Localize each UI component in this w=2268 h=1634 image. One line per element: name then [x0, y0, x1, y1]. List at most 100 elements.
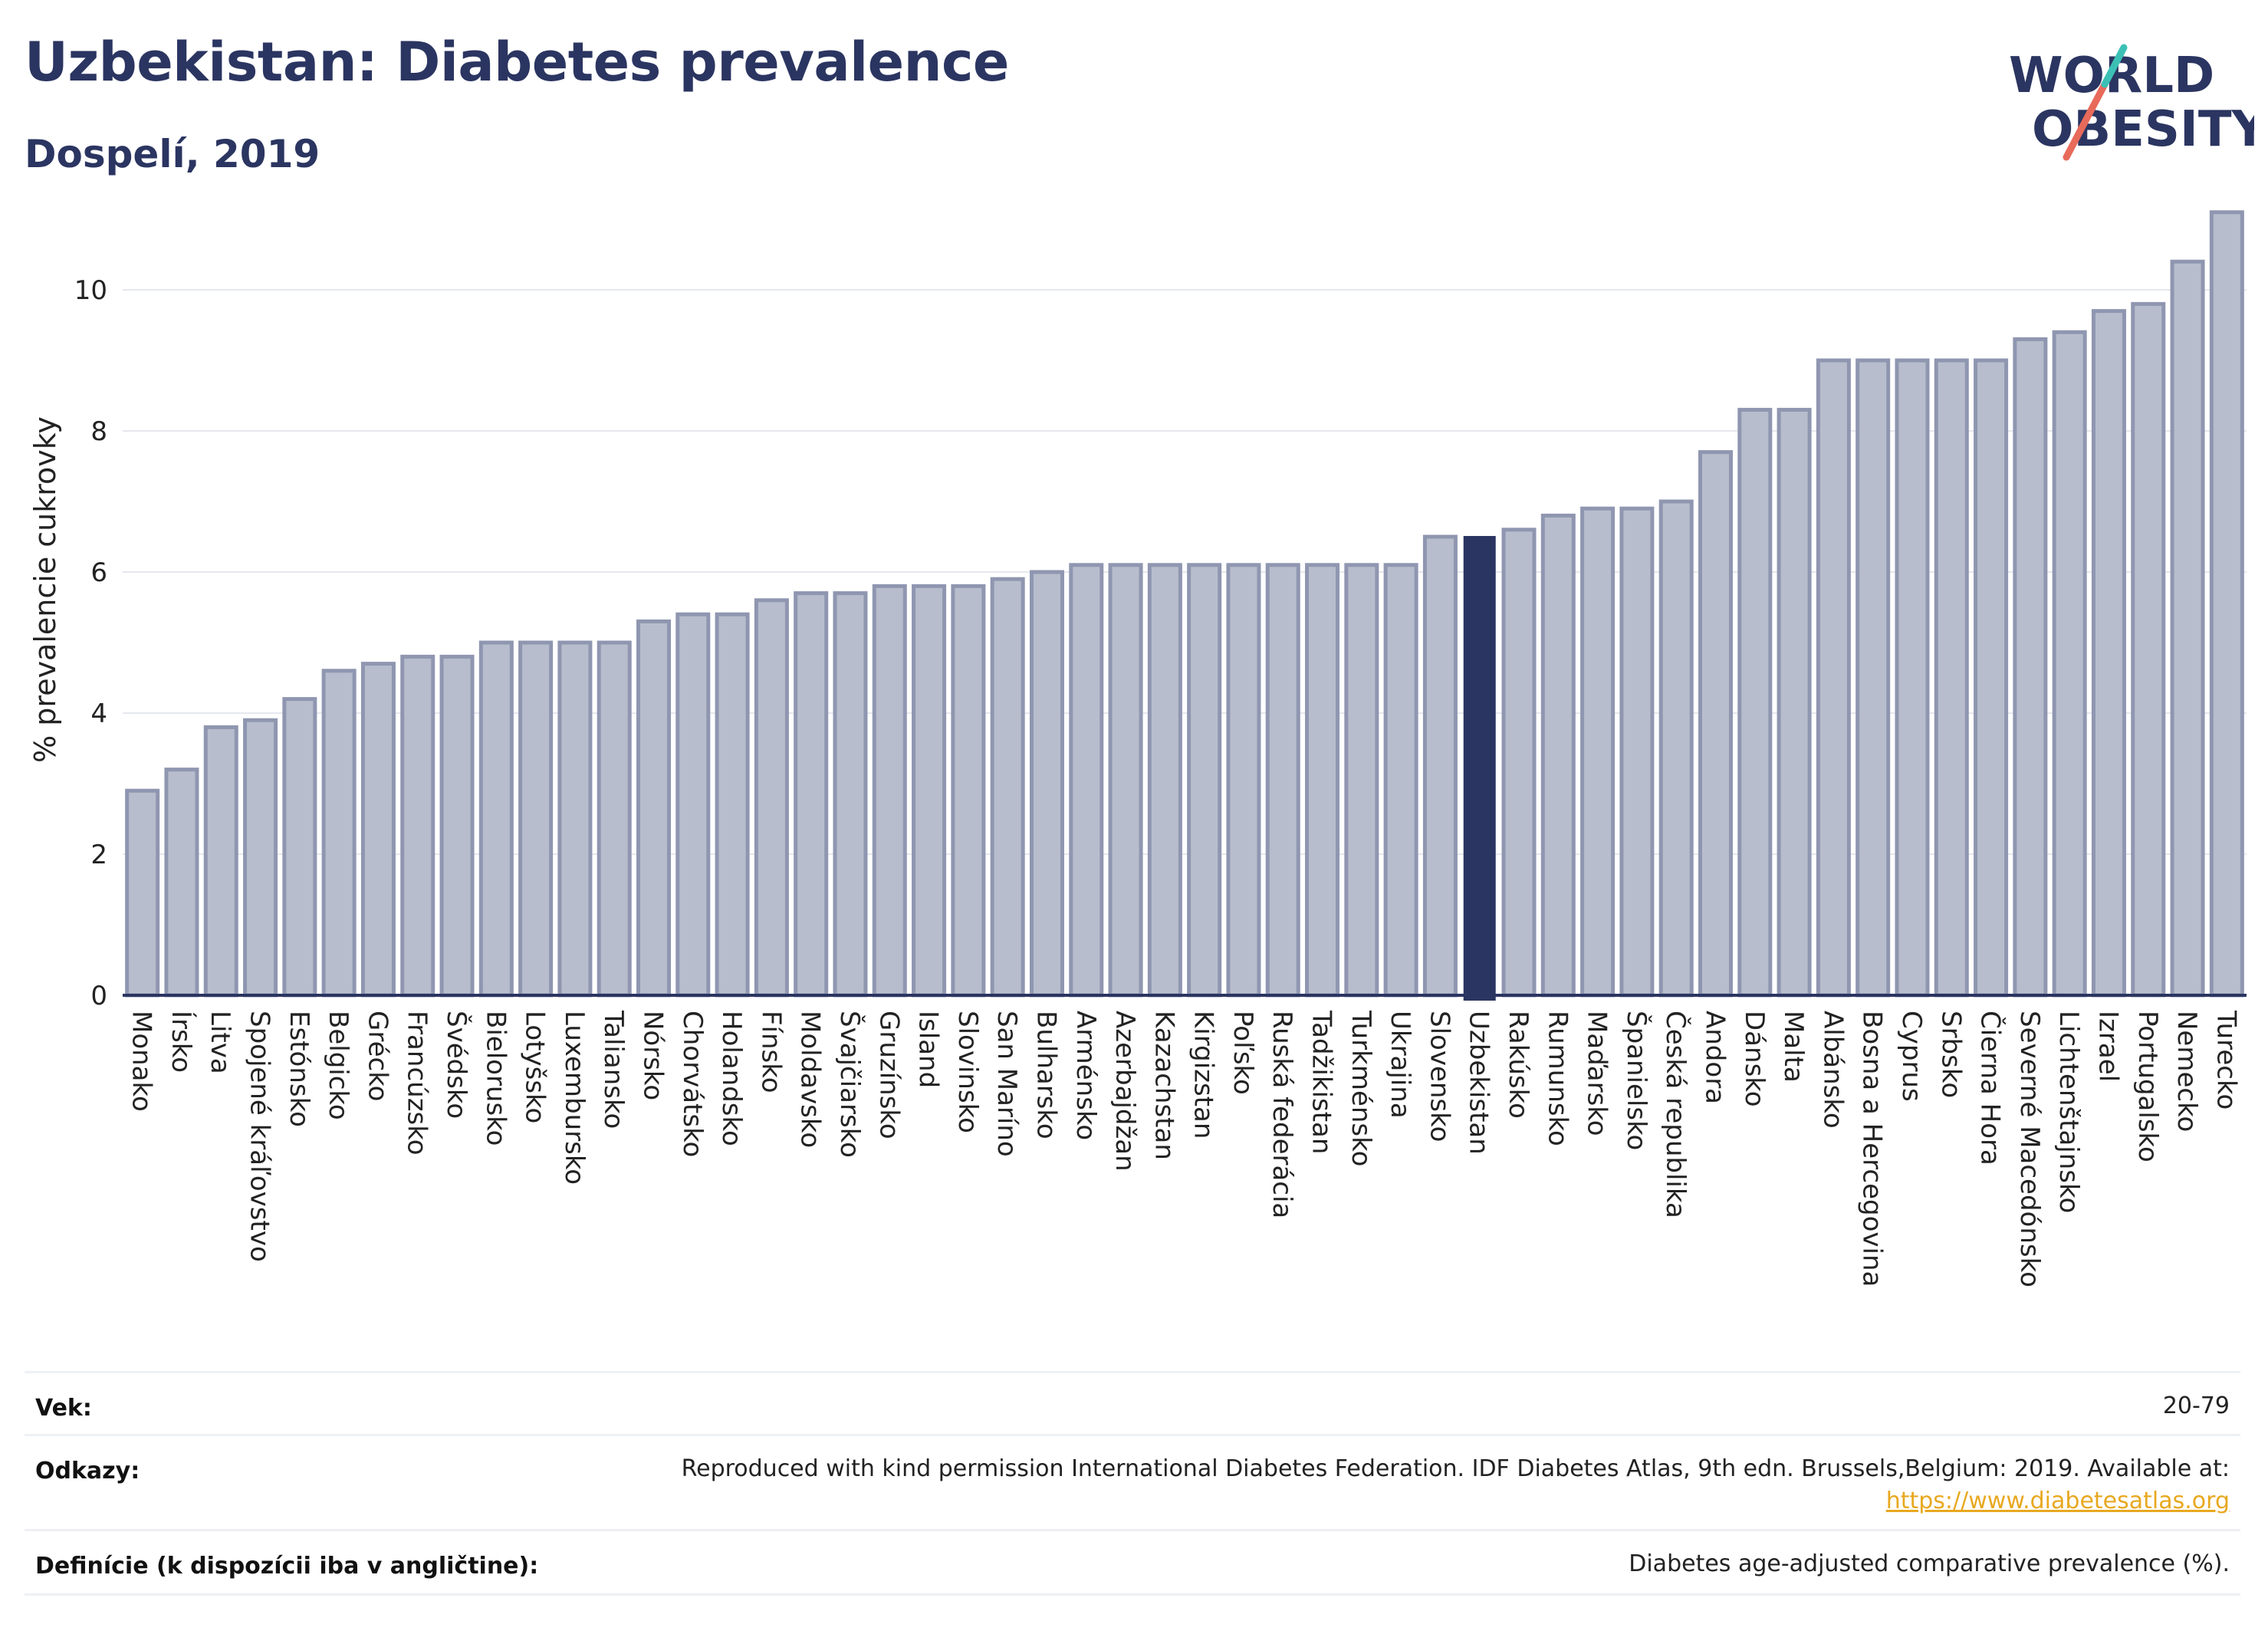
bar: [557, 640, 593, 998]
bar: [1226, 563, 1261, 998]
references-link[interactable]: https://www.diabetesatlas.org: [1885, 1488, 2230, 1514]
bar: [675, 612, 711, 998]
category-label: Nórsko: [638, 1011, 669, 1100]
bar: [715, 612, 750, 998]
category-label: Tadžikistan: [1307, 1010, 1337, 1154]
bar: [1580, 506, 1616, 998]
world-obesity-logo: WORLD OBESITY: [2009, 44, 2254, 161]
category-label: Grécko: [362, 1011, 393, 1101]
category-label: Belgicko: [323, 1011, 353, 1120]
bar: [360, 662, 396, 998]
y-axis-title: % prevalencie cukrovky: [28, 416, 62, 763]
references-label: Odkazy:: [35, 1458, 140, 1484]
bar: [597, 640, 632, 998]
category-label: Island: [913, 1011, 944, 1088]
bar: [2209, 210, 2244, 998]
definitions-label: Definície (k dispozícii iba v angličtine…: [35, 1553, 539, 1580]
bar: [951, 584, 986, 998]
category-label: Chorvátsko: [677, 1011, 708, 1157]
bar: [1344, 563, 1379, 998]
category-label: Švédsko: [441, 1011, 472, 1119]
bar: [125, 788, 160, 998]
y-tick-label: 8: [90, 416, 107, 447]
category-label: Estónsko: [284, 1011, 314, 1127]
bar: [1265, 563, 1300, 998]
bar: [1698, 450, 1734, 998]
category-label: Arménsko: [1070, 1011, 1101, 1140]
info-row-age: Vek: 20-79: [25, 1371, 2240, 1436]
bar: [1895, 358, 1930, 998]
category-label: Kazachstan: [1149, 1011, 1179, 1160]
category-label: Bielorusko: [480, 1011, 511, 1146]
category-label: Česká republika: [1660, 1011, 1691, 1218]
bar: [478, 640, 514, 998]
category-label: Írsko: [166, 1011, 197, 1073]
category-label: Izrael: [2092, 1011, 2123, 1082]
category-label: Čierna Hora: [1975, 1011, 2007, 1165]
category-label: Kirgizstan: [1188, 1011, 1219, 1139]
age-label: Vek:: [35, 1395, 92, 1422]
category-label: Uzbekistan: [1464, 1011, 1494, 1155]
bar: [912, 584, 947, 998]
logo-slash-teal: [2101, 44, 2128, 88]
bar: [1934, 358, 1969, 998]
references-text: Reproduced with kind permission Internat…: [681, 1455, 2230, 1482]
table-bottom-border: [25, 1593, 2240, 1596]
bar: [282, 697, 317, 998]
info-row-definitions: Definície (k dispozícii iba v angličtine…: [25, 1529, 2240, 1596]
info-row-references: Odkazy: Reproduced with kind permission …: [25, 1434, 2240, 1531]
category-label: Holandsko: [716, 1011, 747, 1146]
y-tick-label: 2: [90, 840, 107, 870]
category-label: Dánsko: [1739, 1011, 1770, 1107]
category-label: Maďarsko: [1582, 1011, 1612, 1136]
category-label: Francúzsko: [402, 1011, 432, 1156]
category-label: Španielsko: [1621, 1011, 1652, 1150]
category-label: Monako: [127, 1011, 157, 1112]
category-label: Ukrajina: [1385, 1011, 1415, 1119]
bar: [1422, 534, 1458, 998]
category-label: Turecko: [2210, 1010, 2241, 1110]
category-label: Cyprus: [1896, 1011, 1927, 1102]
bar: [2013, 337, 2048, 998]
category-label: Slovinsko: [952, 1011, 983, 1133]
category-label: Ruská federácia: [1267, 1011, 1297, 1218]
category-label: Bulharsko: [1030, 1011, 1061, 1139]
category-label: Gruzínsko: [873, 1011, 904, 1139]
category-label: Azerbajdžan: [1109, 1011, 1140, 1172]
bar: [990, 577, 1025, 998]
bar: [1855, 358, 1891, 998]
category-label: Litva: [205, 1011, 235, 1074]
bar: [1816, 358, 1851, 998]
bar: [794, 591, 829, 998]
bar: [1463, 536, 1496, 1001]
category-label: Lotyšsko: [520, 1011, 551, 1123]
bar: [1305, 563, 1340, 998]
bar: [636, 619, 672, 998]
category-label: Turkménsko: [1346, 1010, 1376, 1166]
bar: [321, 669, 357, 998]
category-label: Bosna a Hercegovina: [1857, 1011, 1888, 1287]
bar: [2170, 259, 2205, 998]
category-label: Švajčiarsko: [834, 1011, 866, 1158]
category-label: Poľsko: [1228, 1011, 1258, 1095]
category-label: Portugalsko: [2132, 1011, 2163, 1162]
logo-slash-red: [2063, 81, 2109, 161]
bar-chart: 0 2 4 6 8 10 % prevalencie cukrovky Monako Írsko…: [28, 210, 2247, 1287]
bar: [833, 591, 868, 998]
y-tick-label: 10: [74, 275, 107, 306]
bar: [754, 598, 789, 998]
category-label: Taliansko: [598, 1010, 629, 1129]
bar: [1501, 528, 1537, 998]
category-label: Albánsko: [1817, 1011, 1848, 1129]
category-label: Malta: [1778, 1011, 1809, 1083]
references-value: Reproduced with kind permission Internat…: [682, 1453, 2230, 1517]
bar: [1974, 358, 2009, 998]
bar: [439, 654, 475, 998]
category-label: Srbsko: [1935, 1011, 1966, 1098]
bar: [1147, 563, 1182, 998]
bar: [203, 725, 238, 998]
bar: [1777, 407, 1812, 998]
bar: [164, 768, 199, 998]
bar: [2091, 309, 2126, 998]
bar: [1029, 570, 1064, 998]
